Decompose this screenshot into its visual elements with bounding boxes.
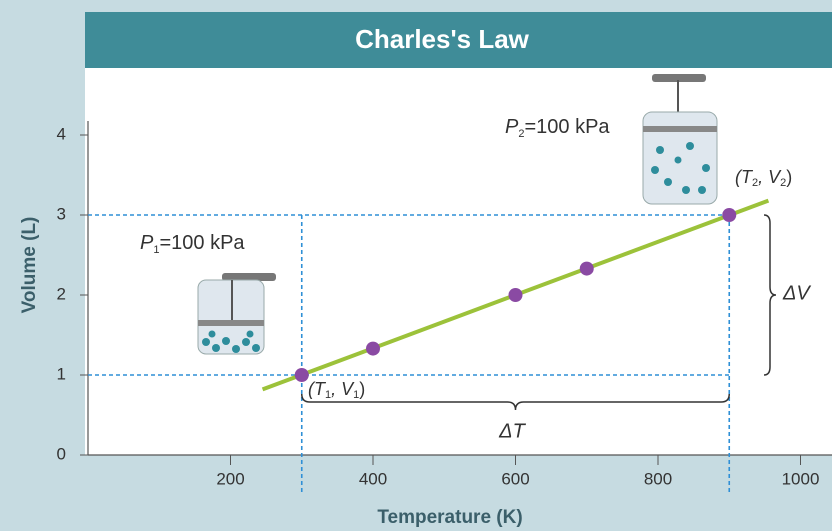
text: ) (359, 379, 365, 399)
x-tick-label: 800 (644, 469, 672, 488)
text: , V (758, 167, 782, 187)
chart-title: Charles's Law (355, 24, 530, 54)
y-tick-label: 1 (57, 364, 66, 383)
delta-label: ΔV (782, 282, 811, 304)
y-tick-label: 2 (57, 284, 66, 303)
text: ) (786, 167, 792, 187)
y-tick-label: 4 (57, 124, 66, 143)
text: =100 kPa (524, 116, 610, 138)
data-point (580, 262, 594, 276)
symbol: P (505, 116, 519, 138)
data-point (366, 342, 380, 356)
delta-label: ΔT (498, 420, 526, 442)
x-tick-label: 400 (359, 469, 387, 488)
data-point (295, 368, 309, 382)
x-tick-label: 600 (501, 469, 529, 488)
chart: Charles's Law Volume (L) Temperature (K)… (0, 0, 832, 531)
x-tick-label: 1000 (782, 469, 820, 488)
x-axis-label: Temperature (K) (377, 507, 522, 528)
x-tick-label: 200 (216, 469, 244, 488)
text: =100 kPa (159, 232, 245, 254)
symbol: P (140, 232, 154, 254)
data-point (509, 288, 523, 302)
plot-area (85, 68, 832, 455)
y-axis-label: Volume (L) (19, 217, 40, 314)
text: , V (331, 379, 355, 399)
y-tick-label: 3 (57, 204, 66, 223)
y-tick-label: 0 (57, 444, 66, 463)
data-point (722, 208, 736, 222)
